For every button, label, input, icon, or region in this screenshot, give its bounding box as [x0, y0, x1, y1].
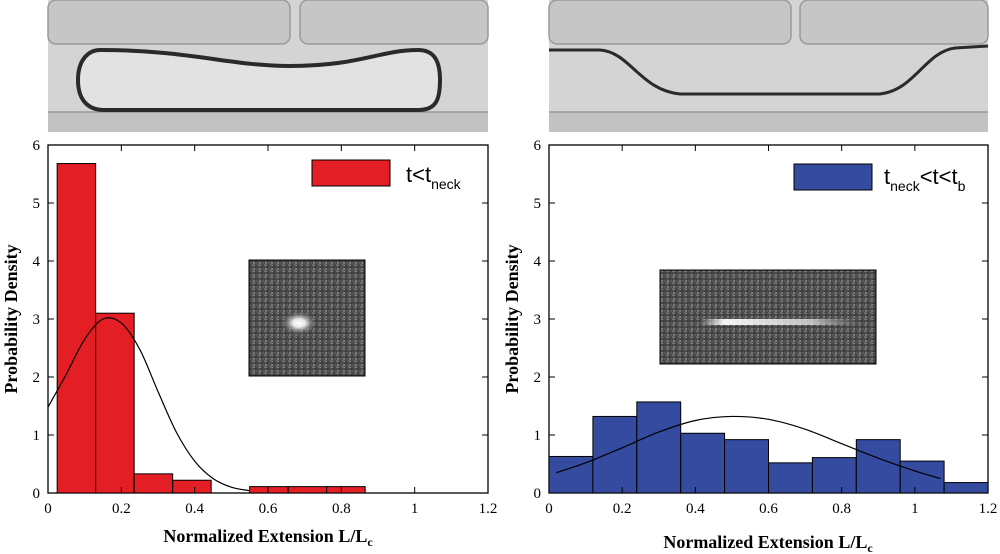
x-tick-label: 0.4 — [686, 501, 705, 517]
legend-right: tneck<t<tb — [793, 163, 966, 194]
y-tick-label: 1 — [33, 428, 41, 444]
y-tick-label: 6 — [534, 138, 542, 154]
histogram-bar — [943, 482, 989, 494]
micrograph-right — [548, 0, 989, 132]
y-tick-label: 3 — [534, 312, 542, 328]
histogram-bar — [768, 462, 813, 494]
histogram-bar — [636, 401, 682, 494]
legend-left: t<tneck — [311, 159, 462, 192]
x-tick-label: 0.6 — [759, 501, 778, 517]
histogram-bar — [95, 312, 135, 494]
legend-swatch-blue — [793, 163, 873, 191]
gaussian-fit-curve — [47, 317, 250, 492]
y-tick-label: 5 — [33, 196, 41, 212]
micrograph-left — [47, 0, 489, 132]
histogram-bar — [172, 479, 212, 494]
x-tick-label: 0.2 — [112, 501, 131, 517]
x-tick-label: 0 — [44, 501, 52, 517]
y-tick-label: 1 — [534, 428, 542, 444]
x-tick-label: 1.2 — [479, 501, 498, 517]
x-axis-label-right: Normalized Extension L/Lc — [663, 532, 873, 554]
y-tick-label: 2 — [534, 370, 542, 386]
y-tick-label: 3 — [33, 312, 41, 328]
y-tick-label: 5 — [534, 196, 542, 212]
x-tick-label: 1 — [911, 501, 919, 517]
histogram-left: 0 0.2 0.4 0.6 0.8 1 1.2 0 1 2 3 4 5 6 — [33, 138, 498, 517]
y-axis-label-right: Probability Density — [502, 244, 522, 393]
y-tick-label: 4 — [534, 254, 542, 270]
y-tick-label: 4 — [33, 254, 41, 270]
inset-stretched-molecule — [659, 269, 877, 365]
x-tick-label: 0.2 — [613, 501, 632, 517]
y-tick-label: 6 — [33, 138, 41, 154]
y-tick-label: 2 — [33, 370, 41, 386]
legend-swatch-red — [311, 159, 391, 187]
histogram-bar — [326, 486, 366, 494]
histogram-bar — [133, 473, 174, 494]
histogram-bar — [811, 457, 857, 494]
x-tick-label: 0.4 — [185, 501, 204, 517]
x-tick-label: 0 — [545, 501, 553, 517]
histogram-bar — [855, 439, 901, 494]
x-axis-label-left: Normalized Extension L/Lc — [163, 526, 373, 549]
legend-label-left: t<tneck — [406, 162, 462, 192]
y-axis-label-left: Probability Density — [1, 244, 21, 393]
inset-coiled-molecule — [248, 259, 366, 377]
x-tick-label: 0.8 — [832, 501, 851, 517]
histogram-bar — [899, 460, 945, 494]
y-tick-label: 0 — [33, 486, 41, 502]
x-tick-label: 1.2 — [979, 501, 998, 517]
y-tick-label: 0 — [534, 486, 542, 502]
histogram-right: 0 0.2 0.4 0.6 0.8 1 1.2 0 1 2 3 4 5 6 — [534, 138, 998, 517]
gaussian-fit-curve — [556, 415, 941, 480]
histogram-bar — [287, 486, 328, 494]
histogram-bar — [56, 163, 97, 494]
histogram-bar — [680, 432, 726, 494]
histogram-bar — [249, 486, 289, 494]
legend-label-right: tneck<t<tb — [884, 164, 966, 194]
x-tick-label: 1 — [411, 501, 419, 517]
histogram-bar — [592, 415, 638, 494]
x-tick-label: 0.8 — [332, 501, 351, 517]
x-tick-label: 0.6 — [259, 501, 278, 517]
histogram-bar — [724, 439, 769, 494]
